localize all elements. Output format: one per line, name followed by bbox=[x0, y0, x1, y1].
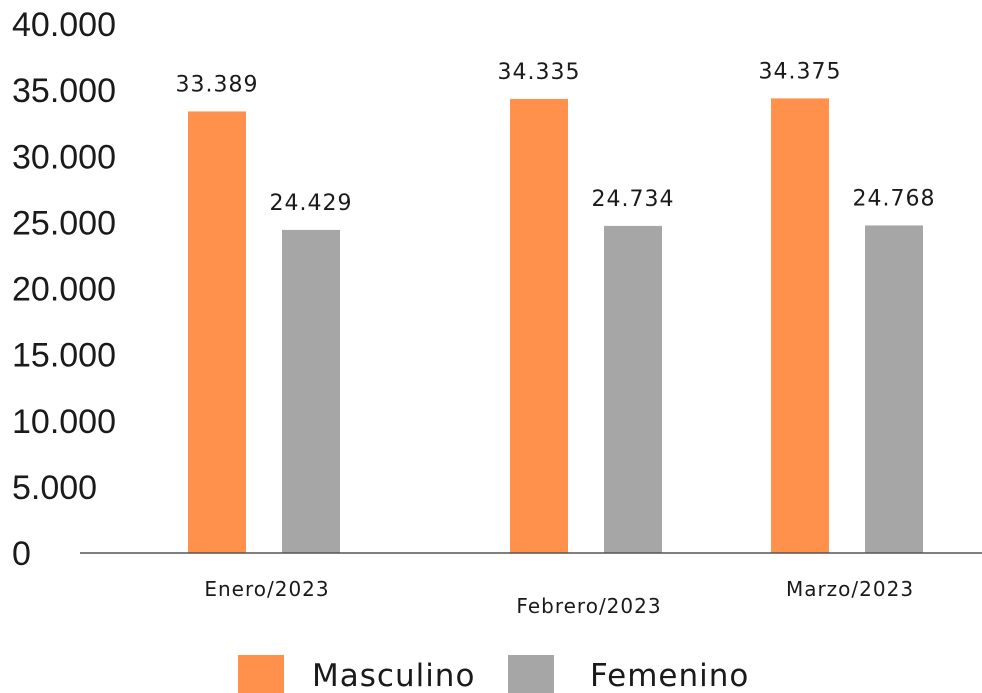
bar-femenino bbox=[282, 229, 340, 554]
bar-masculino bbox=[510, 98, 568, 554]
bar-masculino bbox=[188, 111, 246, 553]
bar-femenino bbox=[865, 225, 923, 553]
data-label: 34.375 bbox=[759, 59, 842, 84]
bar-masculino bbox=[771, 98, 829, 553]
y-tick-label: 40.000 bbox=[12, 6, 116, 44]
legend-swatch-masculino bbox=[238, 655, 284, 693]
data-label: 34.335 bbox=[498, 60, 581, 85]
legend-label-femenino: Femenino bbox=[590, 658, 749, 693]
data-label: 33.389 bbox=[176, 72, 259, 97]
x-axis: Enero/2023 Febrero/2023 Marzo/2023 bbox=[204, 577, 914, 618]
y-tick-label: 0 bbox=[12, 535, 31, 573]
bar-femenino bbox=[604, 225, 662, 553]
legend-swatch-femenino bbox=[508, 655, 554, 693]
x-tick-label: Febrero/2023 bbox=[516, 594, 661, 618]
y-tick-label: 30.000 bbox=[12, 138, 116, 176]
x-tick-label: Marzo/2023 bbox=[786, 577, 914, 601]
y-tick-label: 35.000 bbox=[12, 72, 116, 110]
y-axis: 0 5.000 10.000 15.000 20.000 25.000 30.000 35.0… bbox=[12, 6, 116, 573]
y-tick-label: 5.000 bbox=[12, 469, 97, 507]
legend-label-masculino: Masculino bbox=[312, 658, 475, 693]
data-label: 24.429 bbox=[270, 191, 353, 216]
data-label: 24.768 bbox=[853, 186, 936, 211]
y-tick-label: 25.000 bbox=[12, 204, 116, 242]
x-tick-label: Enero/2023 bbox=[204, 577, 329, 601]
y-tick-label: 15.000 bbox=[12, 337, 116, 375]
data-label: 24.734 bbox=[592, 187, 675, 212]
y-tick-label: 20.000 bbox=[12, 271, 116, 309]
bars: 33.389 24.429 34.335 24.734 34.375 24.768 bbox=[176, 59, 936, 554]
y-tick-label: 10.000 bbox=[12, 403, 116, 441]
legend: Masculino Femenino bbox=[238, 655, 749, 693]
